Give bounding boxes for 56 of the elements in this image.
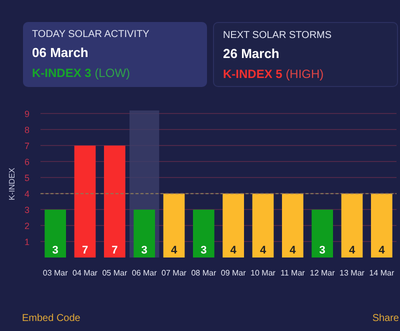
y-tick-label: 2 bbox=[24, 221, 30, 232]
x-tick-label: 10 Mar bbox=[250, 268, 276, 278]
bar bbox=[163, 194, 185, 258]
data-label: 3 bbox=[52, 244, 58, 256]
text: NEXT SOLAR STORMS bbox=[223, 29, 332, 43]
bar bbox=[370, 194, 392, 258]
text: Share bbox=[372, 312, 399, 326]
data-label: 4 bbox=[230, 244, 238, 256]
text: Embed Code bbox=[22, 312, 80, 326]
data-label: 7 bbox=[82, 244, 88, 256]
x-tick-label: 11 Mar bbox=[280, 268, 306, 278]
x-tick-label: 09 Mar bbox=[220, 268, 246, 278]
bar bbox=[252, 194, 274, 258]
y-tick-label: 8 bbox=[24, 125, 30, 136]
data-label: 4 bbox=[378, 244, 386, 256]
y-axis-title: K-INDEX bbox=[7, 167, 16, 200]
y-tick-label: 6 bbox=[24, 157, 30, 168]
bar bbox=[74, 146, 96, 258]
x-tick-label: 06 Mar bbox=[132, 268, 158, 278]
y-tick-label: 9 bbox=[24, 109, 30, 120]
text: TODAY SOLAR ACTIVITY bbox=[32, 28, 150, 42]
y-tick-label: 7 bbox=[24, 141, 30, 152]
y-tick-label: 3 bbox=[24, 205, 30, 216]
bar bbox=[222, 194, 244, 258]
x-tick-label: 05 Mar bbox=[102, 268, 128, 278]
data-label: 7 bbox=[112, 244, 118, 256]
x-tick-label: 13 Mar bbox=[340, 268, 365, 278]
x-tick-label: 12 Mar bbox=[310, 268, 336, 278]
bar bbox=[44, 210, 66, 258]
data-label: 4 bbox=[290, 244, 297, 256]
text: (HIGH) bbox=[286, 67, 324, 81]
bar bbox=[104, 146, 126, 258]
text: 26 March bbox=[223, 45, 280, 63]
y-tick-label: 1 bbox=[24, 237, 30, 248]
data-label: 3 bbox=[319, 244, 326, 256]
data-label: 4 bbox=[170, 244, 178, 256]
data-label: 4 bbox=[260, 244, 267, 256]
x-tick-label: 14 Mar bbox=[369, 268, 394, 278]
bar bbox=[134, 210, 156, 258]
data-label: 3 bbox=[141, 244, 148, 256]
text: 06 March bbox=[32, 44, 88, 62]
text: (LOW) bbox=[94, 66, 130, 80]
x-tick-label: 08 Mar bbox=[191, 268, 216, 278]
y-tick-label: 5 bbox=[24, 173, 30, 184]
data-label: 4 bbox=[348, 244, 356, 256]
y-tick-label: 4 bbox=[24, 189, 30, 200]
text: K-INDEX 3 bbox=[32, 66, 92, 80]
x-tick-label: 07 Mar bbox=[162, 268, 187, 278]
x-tick-label: 04 Mar bbox=[72, 268, 98, 278]
bar bbox=[282, 194, 304, 258]
bar bbox=[312, 210, 334, 258]
x-tick-label: 03 Mar bbox=[42, 268, 68, 278]
data-label: 3 bbox=[200, 244, 207, 256]
text: K-INDEX 5 bbox=[223, 67, 282, 81]
bar bbox=[192, 210, 214, 258]
bar bbox=[341, 194, 363, 258]
